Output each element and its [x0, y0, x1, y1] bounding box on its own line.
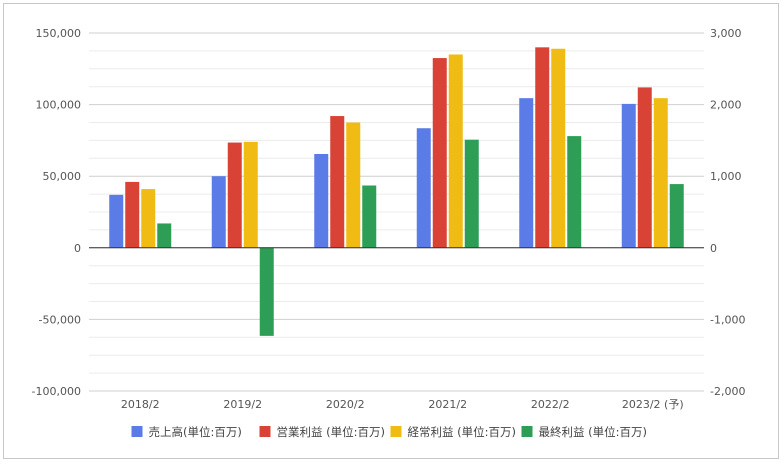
bar-2-1 — [125, 181, 140, 248]
category-label: 2021/2 — [428, 398, 467, 411]
category-label: 2022/2 — [531, 398, 570, 411]
left-tick-label: 0 — [74, 242, 81, 255]
right-tick-label: 2,000 — [710, 99, 742, 112]
bar-1-2 — [211, 176, 226, 248]
legend-swatch-3 — [390, 426, 402, 437]
left-tick-label: 100,000 — [36, 99, 82, 112]
legend-label-3: 経常利益 (単位:百万) — [408, 425, 517, 439]
category-labels: 2018/2 2019/2 2020/2 2021/2 2022/2 2023/2 (予) — [121, 398, 684, 411]
bar-2-5 — [535, 47, 550, 248]
legend-swatch-4 — [521, 426, 533, 437]
right-tick-label: -2,000 — [710, 385, 745, 398]
chart-frame: 150,000 100,000 50,000 0 -50,000 -100,000 3,0… — [3, 3, 779, 459]
bar-4-5 — [567, 136, 582, 248]
bar-2-2 — [227, 142, 242, 248]
bar-4-4 — [464, 139, 479, 248]
right-tick-label: 3,000 — [710, 27, 742, 40]
bar-2-6 — [637, 87, 652, 248]
bar-1-5 — [519, 98, 534, 248]
category-label: 2020/2 — [326, 398, 365, 411]
bar-1-3 — [314, 154, 329, 248]
bar-4-2 — [259, 247, 274, 336]
legend-label-4: 最終利益 (単位:百万) — [539, 425, 648, 439]
bar-2-3 — [330, 116, 345, 248]
bar-1-1 — [109, 194, 124, 248]
right-axis-ticks: 3,000 2,000 1,000 0 -1,000 -2,000 — [710, 27, 745, 398]
left-tick-label: -50,000 — [39, 313, 81, 326]
bar-3-6 — [653, 98, 668, 248]
bar-3-2 — [243, 141, 258, 248]
legend: 売上高(単位:百万) 営業利益 (単位:百万) 経常利益 (単位:百万) 最終利益 (… — [131, 425, 648, 439]
bar-3-3 — [346, 122, 361, 248]
category-label: 2023/2 (予) — [622, 398, 684, 411]
bar-1-6 — [621, 103, 636, 248]
right-tick-label: -1,000 — [710, 313, 745, 326]
category-label: 2019/2 — [223, 398, 262, 411]
right-tick-label: 0 — [710, 242, 717, 255]
combo-bar-chart: 150,000 100,000 50,000 0 -50,000 -100,000 3,0… — [32, 27, 746, 439]
bar-2-4 — [432, 58, 447, 248]
bar-4-3 — [362, 185, 377, 248]
bar-4-6 — [669, 184, 684, 248]
bar-3-5 — [551, 48, 566, 248]
bar-1-4 — [416, 128, 431, 248]
legend-swatch-2 — [259, 426, 271, 437]
left-tick-label: -100,000 — [32, 385, 81, 398]
left-axis-ticks: 150,000 100,000 50,000 0 -50,000 -100,000 — [32, 27, 81, 398]
bar-3-4 — [448, 54, 463, 248]
legend-swatch-1 — [131, 426, 143, 437]
bars — [109, 47, 684, 336]
legend-label-2: 営業利益 (単位:百万) — [277, 425, 386, 439]
legend-label-1: 売上高(単位:百万) — [149, 425, 242, 439]
gridlines — [89, 32, 704, 392]
bar-3-1 — [141, 189, 156, 248]
left-tick-label: 50,000 — [43, 170, 82, 183]
left-tick-label: 150,000 — [36, 27, 82, 40]
right-tick-label: 1,000 — [710, 170, 742, 183]
category-label: 2018/2 — [121, 398, 160, 411]
bar-4-1 — [157, 223, 172, 248]
